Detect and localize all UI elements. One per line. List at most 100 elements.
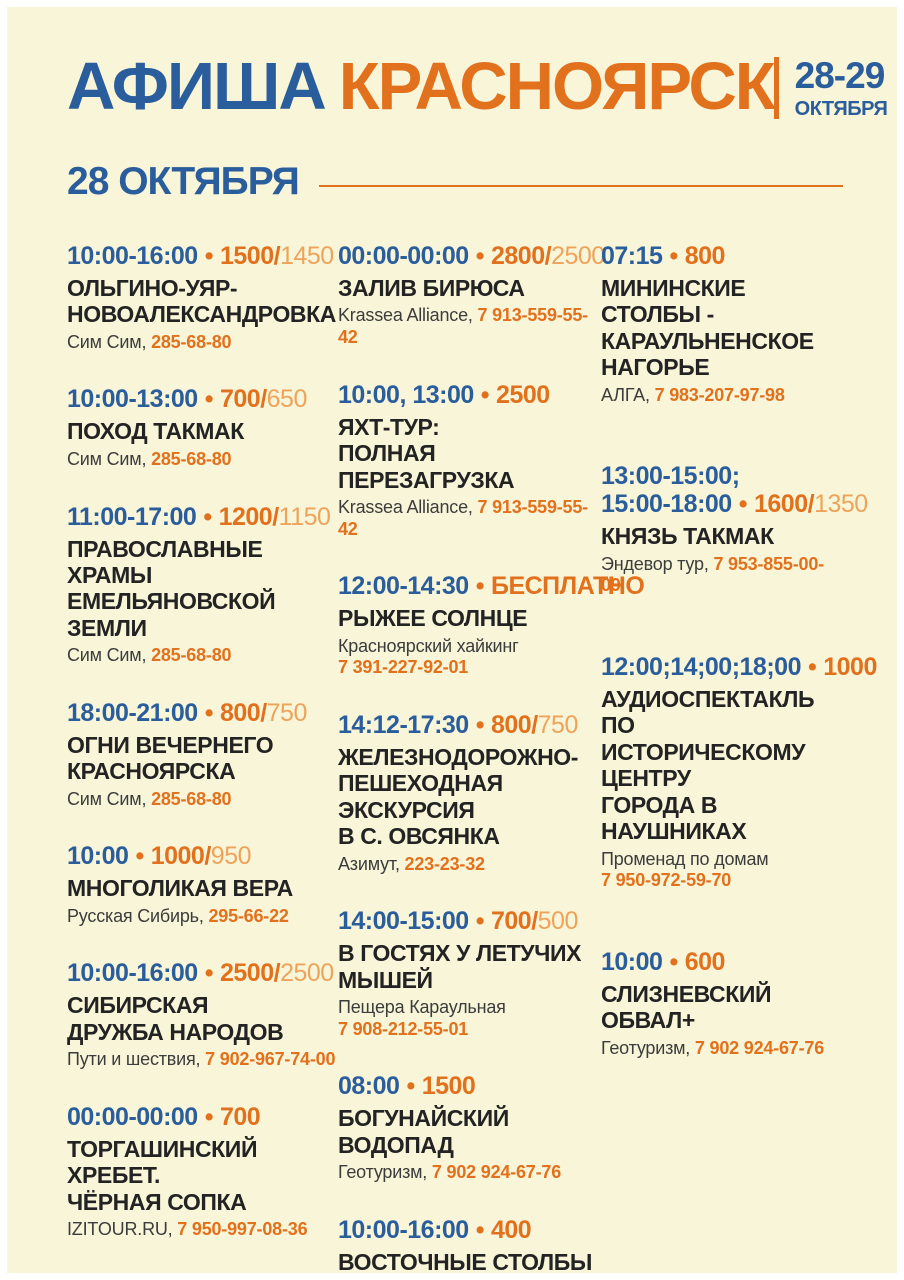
- event-organizer: Геотуризм,: [338, 1162, 432, 1183]
- event-contact: Эндевор тур, 7 953-855-00-09: [601, 554, 843, 597]
- event-contact: Сим Сим, 285-68-80: [67, 449, 338, 471]
- section-heading: 28 ОКТЯБРЯ: [67, 160, 300, 203]
- event-organizer: Сим Сим,: [67, 645, 152, 666]
- bullet-separator: •: [204, 242, 214, 270]
- event-contact: IZITOUR.RU, 7 950-997-08-36: [67, 1219, 338, 1241]
- event-time: 15:00-18:00: [601, 490, 732, 519]
- event-organizer: Эндевор тур,: [601, 553, 714, 574]
- event-contact: Променад по домам 7 950-972-59-70: [601, 849, 843, 892]
- event-title-line: ПРАВОСЛАВНЫЕ ХРАМЫ: [67, 535, 263, 588]
- event-item: 00:00-00:00 • 2800/2500 ЗАЛИВ БИРЮСА Krassea…: [338, 242, 605, 349]
- event-time: 10:00: [601, 947, 663, 976]
- event-organizer: Азимут,: [338, 853, 405, 874]
- events-column-1: 10:00-16:00 • 1500/1450 ОЛЬГИНО-УЯР- НОВОАЛЕ…: [67, 242, 355, 1273]
- event-item: 10:00, 13:00 • 2500 ЯХТ-ТУР: ПОЛНАЯ ПЕРЕЗАГР…: [338, 381, 601, 541]
- events-column-3: 07:15 • 800 МИНИНСКИЕ СТОЛБЫ - КАРАУЛЬНЕНСКО…: [601, 242, 877, 1273]
- event-organizer: Сим Сим,: [67, 448, 152, 469]
- event-phone: 7 902 924-67-76: [694, 1037, 825, 1058]
- event-discount-price: 1450: [280, 242, 334, 270]
- event-title-line: ЗАЛИВ БИРЮСА: [338, 275, 525, 301]
- bullet-separator: •: [475, 572, 485, 601]
- event-phone: 7 391-227-92-01: [338, 657, 469, 678]
- event-time: 11:00-17:00: [67, 502, 197, 531]
- event-phone: 7 950-972-59-70: [601, 870, 732, 891]
- event-organizer: Пути и шествия,: [67, 1049, 206, 1070]
- event-title-line: КАРАУЛЬНЕНСКОЕ НАГОРЬЕ: [601, 327, 814, 381]
- event-price: 700: [490, 907, 532, 936]
- event-price: 700: [219, 385, 261, 414]
- event-price: 1500: [219, 242, 274, 270]
- event-phone: 7 983-207-97-98: [654, 384, 785, 405]
- event-phone: 285-68-80: [151, 448, 232, 469]
- title-word-city: КРАСНОЯРСК: [338, 49, 776, 124]
- event-title: СИБИРСКАЯ ДРУЖБА НАРОДОВ: [67, 992, 338, 1045]
- event-organizer: Krassea Alliance,: [338, 496, 478, 517]
- event-title: ОГНИ ВЕЧЕРНЕГО КРАСНОЯРСКА: [67, 732, 338, 785]
- event-organizer: Русская Сибирь,: [67, 905, 209, 926]
- event-price: 400: [490, 1215, 532, 1244]
- event-time: 10:00: [67, 842, 129, 871]
- event-price: 1600: [753, 490, 808, 519]
- event-item: 11:00-17:00 • 1200/1150 ПРАВОСЛАВНЫЕ ХРАМЫ Е…: [67, 503, 338, 667]
- event-title: ТОРГАШИНСКИЙ ХРЕБЕТ. ЧЁРНАЯ СОПКА: [67, 1136, 338, 1215]
- event-time-line: 08:00 • 1500: [338, 1072, 601, 1100]
- event-title-line: КРАСНОЯРСКА: [67, 758, 236, 785]
- event-item: 14:00-15:00 • 700/500 В ГОСТЯХ У ЛЕТУЧИХ МЫШ…: [338, 907, 601, 1040]
- event-title: ЖЕЛЕЗНОДОРОЖНО- ПЕШЕХОДНАЯ ЭКСКУРСИЯ В С. …: [338, 744, 601, 850]
- event-price: 2800: [490, 242, 545, 270]
- events-column-2: 00:00-00:00 • 2800/2500 ЗАЛИВ БИРЮСА Krassea…: [338, 242, 645, 1273]
- event-title: МНОГОЛИКАЯ ВЕРА: [67, 875, 338, 901]
- event-phone: 7 953-855-00-09: [601, 553, 824, 596]
- event-time: 08:00: [338, 1072, 400, 1101]
- event-price: 1200: [218, 502, 273, 531]
- event-title: АУДИОСПЕКТАКЛЬ ПО ИСТОРИЧЕСКОМУ ЦЕНТРУ ГОР…: [601, 686, 843, 845]
- event-contact: Русская Сибирь, 295-66-22: [67, 906, 338, 928]
- event-title: ЗАЛИВ БИРЮСА: [338, 275, 601, 301]
- event-title-line: В С. ОВСЯНКА: [338, 823, 500, 850]
- event-title: КНЯЗЬ ТАКМАК: [601, 523, 843, 549]
- event-title-line: ЖЕЛЕЗНОДОРОЖНО-: [338, 743, 579, 770]
- event-time: 00:00-00:00: [67, 1102, 198, 1131]
- price-slash: /: [544, 242, 552, 270]
- event-discount-price: 950: [210, 842, 252, 871]
- event-organizer: Променад по домам: [601, 848, 769, 869]
- event-time-line: 11:00-17:00 • 1200/1150: [67, 503, 338, 531]
- event-title: ПОХОД ТАКМАК: [67, 418, 338, 444]
- event-time-line: 10:00 • 1000/950: [67, 842, 338, 870]
- event-title-line: ЧЁРНАЯ СОПКА: [67, 1188, 247, 1215]
- price-slash: /: [273, 242, 281, 270]
- event-price: 700: [219, 1102, 261, 1131]
- bullet-separator: •: [807, 652, 817, 681]
- date-badge-days: 28-29: [794, 55, 886, 96]
- event-time-line: 12:00-14:30 • БЕСПЛАТНО: [338, 572, 645, 601]
- event-item: 07:15 • 800 МИНИНСКИЕ СТОЛБЫ - КАРАУЛЬНЕНСКО…: [601, 242, 843, 406]
- event-title-line: МНОГОЛИКАЯ ВЕРА: [67, 875, 293, 902]
- event-time-line: 13:00-15:00;: [601, 462, 843, 490]
- event-time: 10:00-13:00: [67, 385, 198, 414]
- events-grid: 10:00-16:00 • 1500/1450 ОЛЬГИНО-УЯР- НОВОАЛЕ…: [67, 242, 877, 1273]
- price-slash: /: [204, 842, 211, 871]
- event-title: В ГОСТЯХ У ЛЕТУЧИХ МЫШЕЙ: [338, 940, 601, 993]
- event-title-line: ИСТОРИЧЕСКОМУ ЦЕНТРУ: [601, 738, 806, 792]
- event-phone: 285-68-80: [151, 331, 232, 352]
- title-word-afisha: АФИША: [67, 49, 327, 124]
- event-price: 800: [684, 242, 726, 270]
- bullet-separator: •: [669, 947, 678, 976]
- event-price: 2500: [219, 959, 274, 988]
- event-discount-price: 1150: [278, 502, 331, 531]
- price-slash: /: [272, 502, 279, 531]
- event-title: ЯХТ-ТУР: ПОЛНАЯ ПЕРЕЗАГРУЗКА: [338, 414, 601, 493]
- price-slash: /: [260, 385, 267, 414]
- event-organizer: Сим Сим,: [67, 331, 152, 352]
- event-time: 14:00-15:00: [338, 907, 469, 936]
- section-underline: [318, 185, 843, 187]
- event-time-line: 12:00;14;00;18;00 • 1000: [601, 652, 877, 681]
- event-title-line: ЕМЕЛЬЯНОВСКОЙ ЗЕМЛИ: [67, 588, 276, 641]
- event-price: 1000: [150, 842, 205, 871]
- event-price: 600: [684, 947, 726, 976]
- event-title-line: СИБИРСКАЯ: [67, 992, 209, 1019]
- price-slash: /: [260, 698, 267, 727]
- event-phone: 7 902 924-67-76: [431, 1162, 562, 1183]
- bullet-separator: •: [475, 1215, 485, 1244]
